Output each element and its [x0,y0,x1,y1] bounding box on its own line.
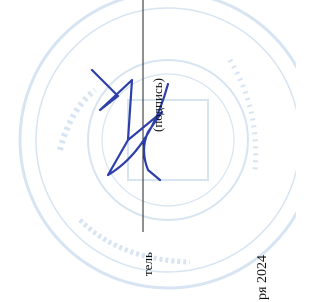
date-fragment: ря 2024 [255,255,270,300]
role-fragment: тель [140,252,155,276]
scan: (подпись) тель ря 2024 [0,0,296,302]
signature-caption: (подпись) [150,78,165,132]
